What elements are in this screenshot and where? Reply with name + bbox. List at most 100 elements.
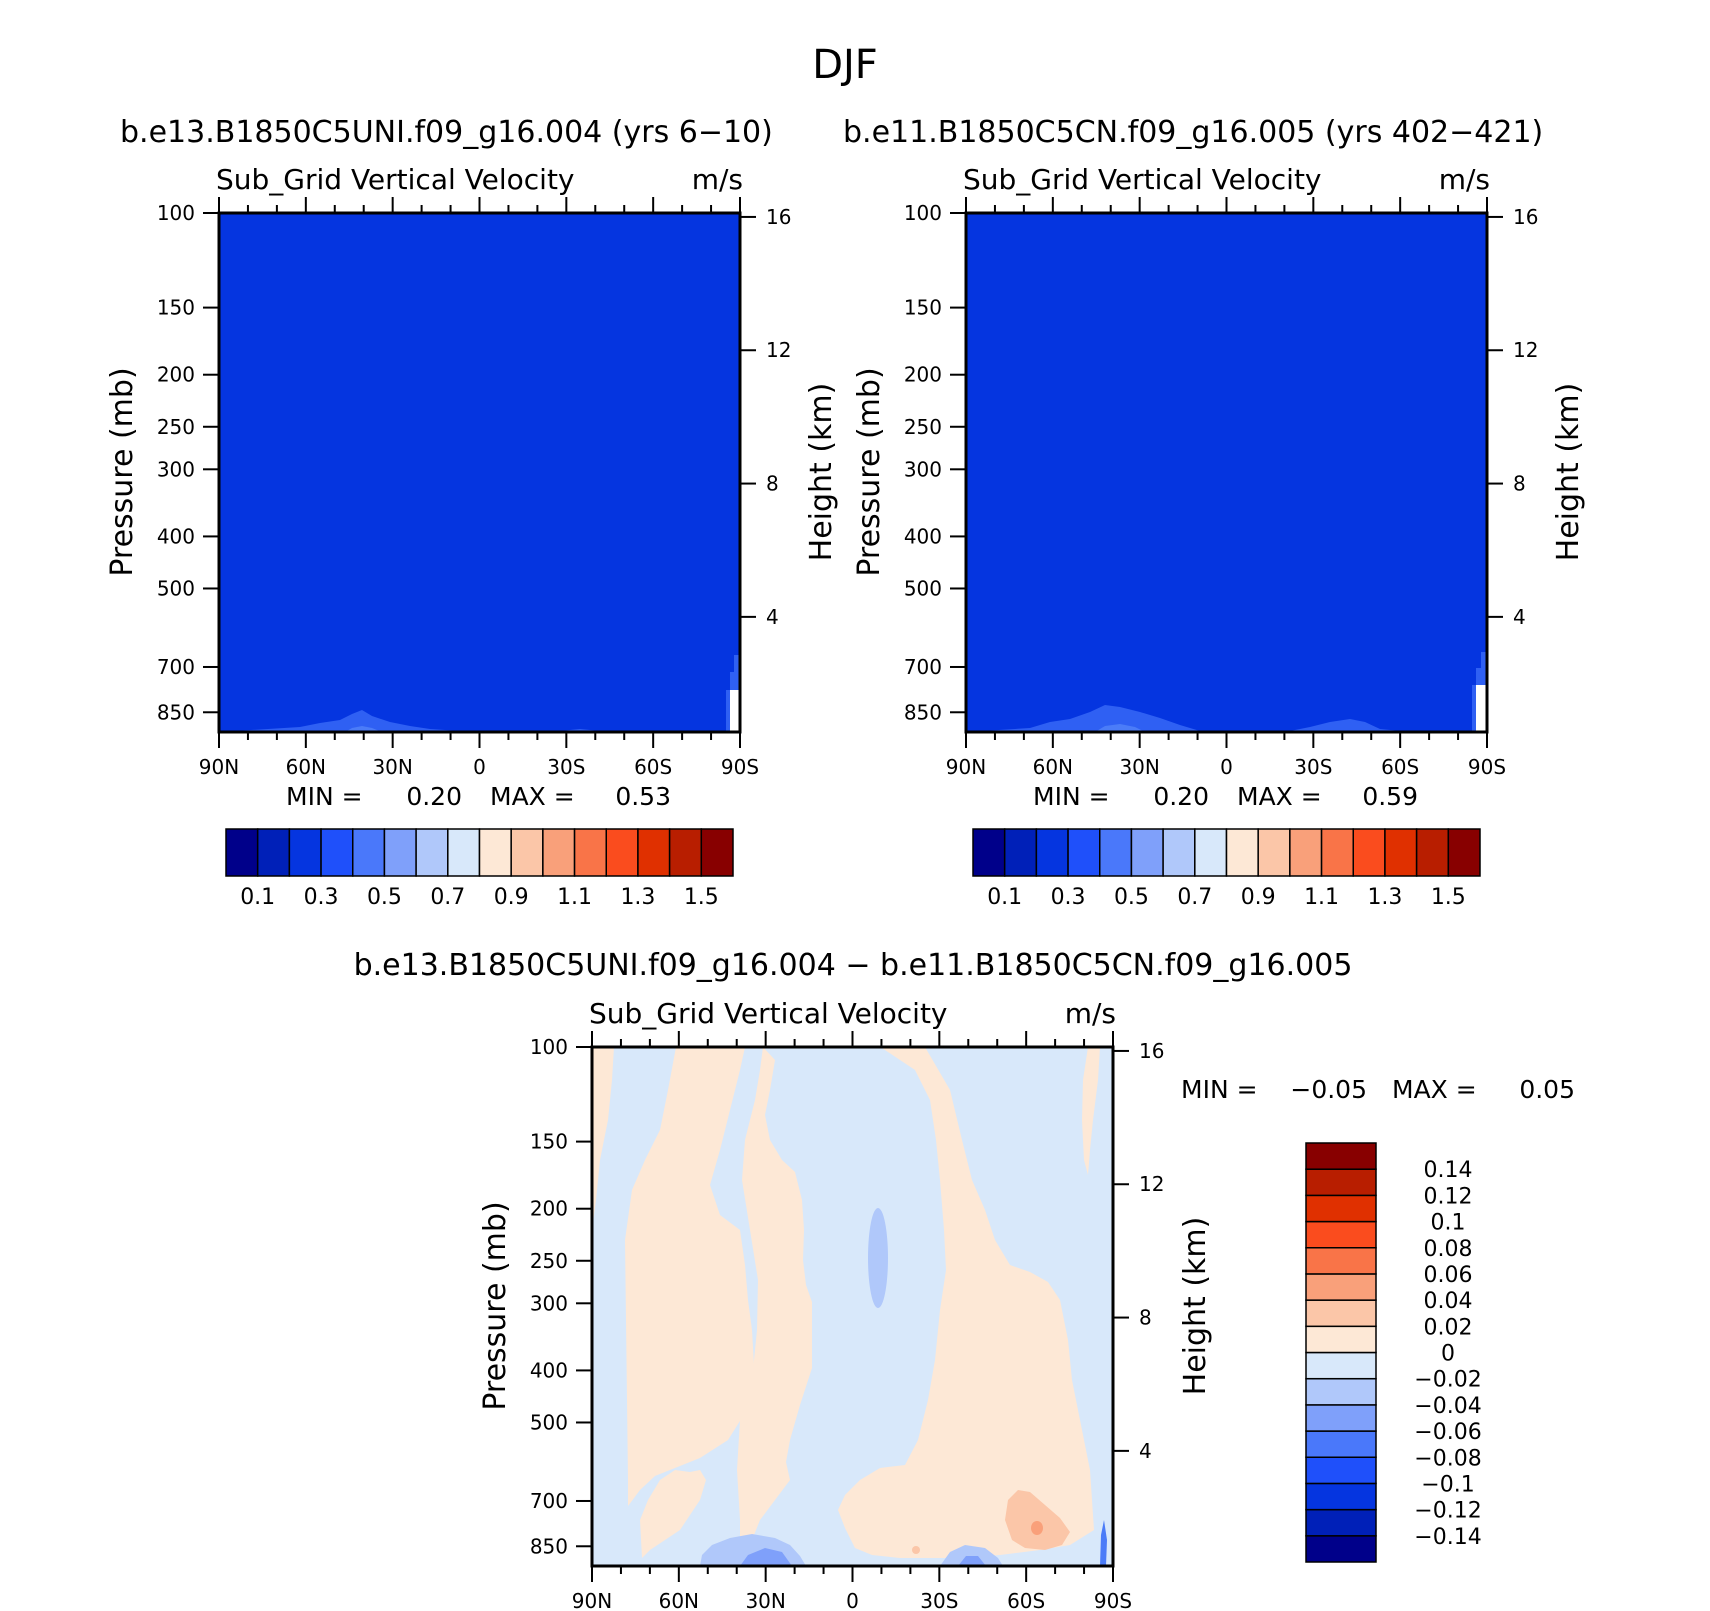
diff-colorbar-label: 0.02	[1424, 1315, 1473, 1340]
panel-1-colorbar-label: 1.3	[620, 885, 655, 910]
panel-2: b.e11.B1850C5CN.f09_g16.005 (yrs 402−421…	[843, 115, 1586, 910]
panel-2-x-tick-label: 30S	[1294, 755, 1332, 779]
diff-colorbar-label: 0.06	[1424, 1263, 1473, 1288]
panel-1-x-tick-label: 90S	[721, 755, 759, 779]
panel-2-y-tick-label: 250	[904, 415, 942, 439]
diff-y-tick-label: 300	[530, 1291, 568, 1315]
diff-positive-region-midlat	[838, 1047, 1094, 1558]
panel-2-missing-data	[1476, 685, 1487, 732]
panel-2-ticks: 90N 60N 30N 0 30S 60S 90S 100 150 200 250 300 400 500…	[904, 197, 1538, 779]
panel-1-colorbar-label: 0.3	[304, 885, 339, 910]
diff-colorbar-swatch	[1305, 1142, 1377, 1170]
diff-colorbar-label: 0.1	[1431, 1211, 1466, 1236]
panel-1-y2-tick-label: 8	[766, 472, 779, 496]
panel-1-colorbar-swatch	[225, 828, 259, 877]
panel-1-colorbar-swatch	[415, 828, 449, 877]
panel-1-min-label: MIN =	[286, 782, 363, 811]
panel-2-colorbar-swatch	[1415, 828, 1450, 877]
panel-1-field-contour-light	[219, 710, 720, 732]
panel-1-colorbar-swatch	[447, 828, 481, 877]
panel-1-y-tick-label: 200	[157, 363, 195, 387]
panel-1-x-tick-label: 30S	[547, 755, 585, 779]
panel-2-colorbar-swatch	[1320, 828, 1354, 877]
panel-1-x-tick-label: 60N	[286, 755, 326, 779]
panel-1-colorbar-swatch	[668, 828, 703, 877]
panel-1-colorbar-label: 0.7	[430, 885, 465, 910]
panel-2-colorbar-label: 0.9	[1241, 885, 1276, 910]
diff-colorbar-label: 0.14	[1424, 1158, 1473, 1183]
diff-y-tick-label: 200	[530, 1197, 568, 1221]
panel-2-x-tick-label: 60S	[1381, 755, 1419, 779]
diff-min-value: −0.05	[1290, 1075, 1367, 1104]
panel-2-y-tick-label: 500	[904, 576, 942, 600]
panel-1-y2-tick-label: 16	[766, 205, 791, 229]
diff-panel-units: m/s	[1065, 997, 1116, 1030]
diff-positive-region-westedge	[592, 1047, 614, 1230]
panel-2-field-contour-light	[966, 705, 1466, 732]
diff-x-tick-label: 0	[846, 1589, 859, 1611]
diff-colorbar-swatch	[1305, 1194, 1377, 1223]
diff-x-tick-label: 60N	[659, 1589, 699, 1611]
panel-1-x-tick-label: 60S	[634, 755, 672, 779]
panel-1-colorbar-swatch	[510, 828, 544, 877]
panel-1-colorbar-label: 0.1	[240, 885, 275, 910]
diff-colorbar-swatch	[1305, 1247, 1377, 1275]
panel-2-y-tick-label: 100	[904, 201, 942, 225]
diff-x-tick-label: 30N	[745, 1589, 785, 1611]
panel-2-colorbar-swatch	[1035, 828, 1069, 877]
panel-2-colorbar-swatch	[972, 828, 1006, 877]
panel-2-colorbar-swatch	[1194, 828, 1228, 877]
diff-y2-tick-label: 12	[1139, 1172, 1164, 1196]
panel-2-field-base	[966, 213, 1487, 732]
diff-x-tick-label: 30S	[920, 1589, 958, 1611]
panel-1-colorbar-swatch	[352, 828, 386, 877]
diff-y-tick-label: 700	[530, 1489, 568, 1513]
panel-1-x-tick-label: 0	[473, 755, 486, 779]
panel-1-colorbar-swatch	[700, 828, 734, 877]
panel-2-colorbar-label: 0.1	[987, 885, 1022, 910]
diff-colorbar-label: −0.08	[1414, 1446, 1481, 1471]
panel-1-y-tick-label: 850	[157, 700, 195, 724]
panel-2-y2-label: Height (km)	[1551, 383, 1586, 562]
diff-colorbar-label: −0.02	[1414, 1368, 1481, 1393]
panel-1-ticks: 90N 60N 30N 0 30S 60S 90S 100 150 200 250 300 400 500…	[157, 197, 791, 779]
panel-2-colorbar-swatch	[1130, 828, 1164, 877]
diff-y-tick-label: 500	[530, 1410, 568, 1434]
panel-2-colorbar-label: 1.5	[1431, 885, 1466, 910]
diff-colorbar-swatch	[1305, 1430, 1377, 1458]
diff-colorbar: −0.14−0.12−0.1−0.08−0.06−0.04−0.0200.020…	[1305, 1142, 1482, 1563]
panel-2-colorbar-swatch	[1162, 828, 1196, 877]
diff-frame	[590, 1045, 1115, 1568]
diff-colorbar-label: −0.04	[1414, 1394, 1481, 1419]
diff-colorbar-swatch	[1305, 1168, 1377, 1197]
diff-negative-pole-streak	[1100, 1520, 1107, 1566]
panel-1-y-tick-label: 700	[157, 655, 195, 679]
diff-negative-blob	[868, 1208, 888, 1308]
diff-y2-label: Height (km)	[1178, 1217, 1213, 1396]
diff-y-tick-label: 100	[530, 1035, 568, 1059]
panel-1-y-tick-label: 400	[157, 524, 195, 548]
panel-1-y2-tick-label: 4	[766, 605, 779, 629]
panel-1-missing-data	[730, 690, 740, 732]
diff-colorbar-label: −0.12	[1414, 1499, 1481, 1524]
panel-1-colorbar: 0.1 0.3 0.5 0.7 0.9 1.1 1.3 1.5	[225, 828, 734, 910]
diff-y-tick-label: 850	[530, 1534, 568, 1558]
diff-field	[592, 1047, 1113, 1566]
panel-2-y-tick-label: 400	[904, 524, 942, 548]
panel-2-max-label: MAX =	[1237, 782, 1322, 811]
panel-2-colorbar-swatch	[1067, 828, 1101, 877]
panel-2-units: m/s	[1439, 163, 1490, 196]
panel-1-y2-tick-label: 12	[766, 338, 791, 362]
panel-2-colorbar-swatch	[1384, 828, 1418, 877]
panel-1-colorbar-swatch	[320, 828, 354, 877]
panel-2-frame	[964, 211, 1489, 734]
panel-2-colorbar-swatch	[1099, 828, 1133, 877]
panel-1-y-tick-label: 250	[157, 415, 195, 439]
panel-2-min-label: MIN =	[1033, 782, 1110, 811]
diff-colorbar-swatch	[1305, 1377, 1377, 1406]
diff-positive-spot	[912, 1546, 920, 1554]
panel-1-y-label: Pressure (mb)	[105, 367, 140, 576]
diff-colorbar-swatch	[1305, 1456, 1377, 1485]
diff-negative-south-core	[740, 1548, 792, 1566]
diff-colorbar-label: 0.08	[1424, 1237, 1473, 1262]
